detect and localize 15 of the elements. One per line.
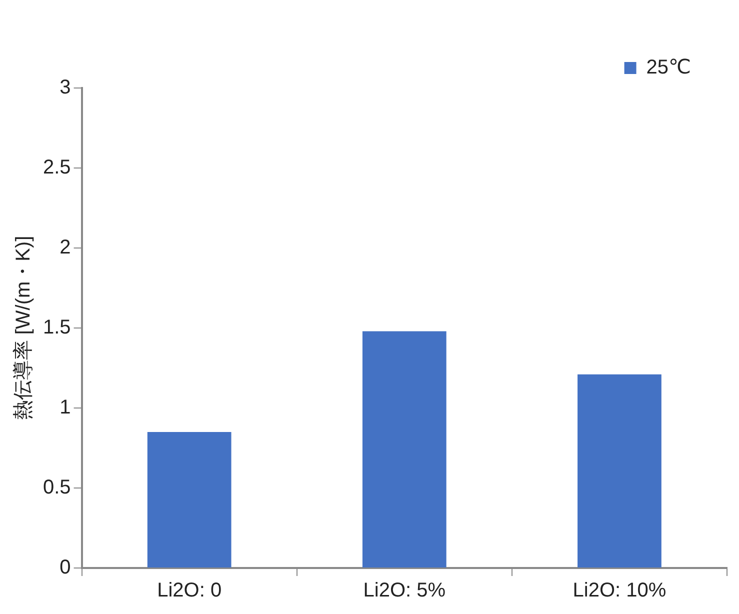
- x-tick-label: Li2O: 10%: [572, 580, 666, 602]
- bar: [578, 374, 662, 568]
- y-axis-title: 熱伝導率 [W/(m・K)]: [12, 236, 35, 420]
- bar: [362, 331, 446, 568]
- y-tick-label: 2.5: [42, 156, 71, 179]
- legend-label: 25℃: [646, 56, 692, 79]
- bar: [147, 432, 232, 568]
- y-tick-label: 2: [60, 236, 71, 259]
- y-tick-label: 0.5: [42, 476, 71, 499]
- x-tick-label: Li2O: 0: [157, 580, 222, 602]
- x-tick-label: Li2O: 5%: [363, 580, 446, 602]
- y-tick-label: 3: [60, 76, 71, 99]
- y-tick-label: 1: [60, 396, 71, 419]
- y-tick-label: 0: [60, 556, 71, 579]
- y-tick-label: 1.5: [42, 316, 71, 339]
